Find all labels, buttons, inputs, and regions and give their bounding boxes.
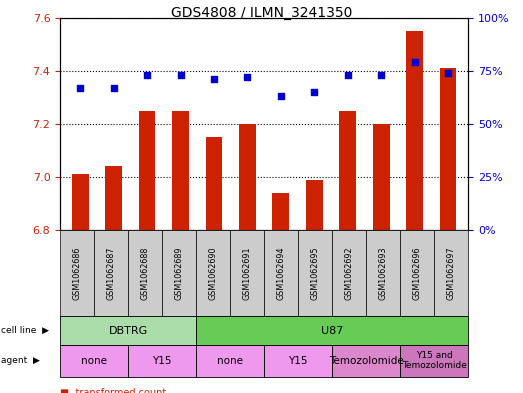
Text: GSM1062688: GSM1062688 xyxy=(141,246,150,300)
Text: Y15: Y15 xyxy=(152,356,172,366)
Bar xyxy=(206,137,222,230)
Text: GSM1062696: GSM1062696 xyxy=(413,246,422,300)
Text: Y15: Y15 xyxy=(288,356,308,366)
Text: GSM1062694: GSM1062694 xyxy=(277,246,286,300)
Point xyxy=(76,84,84,91)
Bar xyxy=(105,166,122,230)
Point xyxy=(310,89,319,95)
Text: GSM1062687: GSM1062687 xyxy=(107,246,116,300)
Text: DBTRG: DBTRG xyxy=(108,325,148,336)
Text: GSM1062692: GSM1062692 xyxy=(345,246,354,300)
Point xyxy=(243,74,252,80)
Bar xyxy=(339,110,356,230)
Text: GSM1062695: GSM1062695 xyxy=(311,246,320,300)
Text: Y15 and
Temozolomide: Y15 and Temozolomide xyxy=(402,351,467,371)
Text: none: none xyxy=(81,356,107,366)
Text: ■  transformed count: ■ transformed count xyxy=(60,387,166,393)
Bar xyxy=(306,180,323,230)
Bar xyxy=(172,110,189,230)
Text: GSM1062690: GSM1062690 xyxy=(209,246,218,300)
Point xyxy=(344,72,352,78)
Point xyxy=(444,70,452,76)
Text: none: none xyxy=(217,356,243,366)
Text: agent  ▶: agent ▶ xyxy=(1,356,40,365)
Point xyxy=(411,59,419,65)
Bar xyxy=(373,124,390,230)
Point xyxy=(277,93,285,99)
Point xyxy=(109,84,118,91)
Text: GSM1062693: GSM1062693 xyxy=(379,246,388,300)
Point xyxy=(210,76,218,83)
Bar xyxy=(139,110,155,230)
Text: GSM1062691: GSM1062691 xyxy=(243,246,252,300)
Text: U87: U87 xyxy=(321,325,343,336)
Bar xyxy=(272,193,289,230)
Text: GSM1062686: GSM1062686 xyxy=(73,246,82,300)
Bar xyxy=(406,31,423,230)
Bar xyxy=(72,174,88,230)
Text: Temozolomide: Temozolomide xyxy=(329,356,403,366)
Bar xyxy=(239,124,256,230)
Bar xyxy=(440,68,457,230)
Text: cell line  ▶: cell line ▶ xyxy=(1,326,49,335)
Text: GDS4808 / ILMN_3241350: GDS4808 / ILMN_3241350 xyxy=(171,6,352,20)
Text: GSM1062697: GSM1062697 xyxy=(447,246,456,300)
Text: GSM1062689: GSM1062689 xyxy=(175,246,184,300)
Point xyxy=(143,72,151,78)
Point xyxy=(377,72,385,78)
Point xyxy=(176,72,185,78)
